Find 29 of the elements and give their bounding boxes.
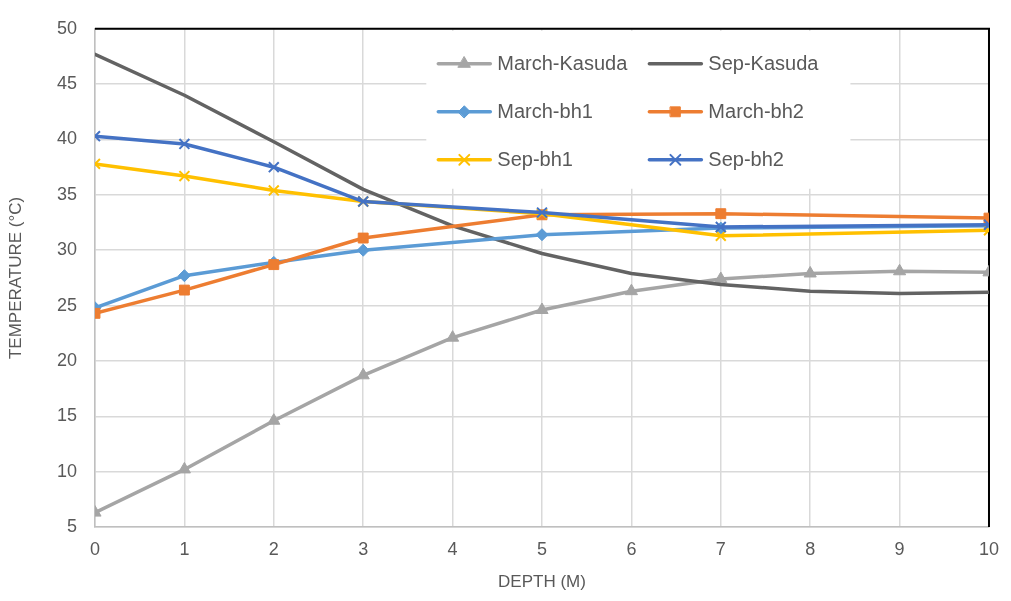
- y-tick-label: 35: [56, 183, 77, 204]
- legend-label: Sep-bh2: [708, 148, 784, 171]
- x-tick-label: 4: [447, 538, 458, 559]
- y-tick-label: 45: [56, 73, 77, 94]
- x-tick-label: 0: [89, 538, 101, 559]
- x-tick-label: 6: [626, 538, 637, 559]
- legend-label: March-bh1: [497, 100, 593, 123]
- x-axis-title: DEPTH (M): [498, 572, 586, 592]
- x-tick-label: 10: [978, 538, 999, 559]
- y-tick-label: 20: [56, 349, 77, 370]
- y-tick-label: 30: [56, 239, 77, 260]
- x-tick-label: 8: [805, 538, 816, 559]
- x-tick-label: 3: [358, 538, 369, 559]
- legend-label: Sep-bh1: [497, 148, 573, 171]
- legend-label: Sep-Kasuda: [708, 52, 820, 75]
- y-tick-label: 50: [56, 17, 77, 38]
- y-tick-label: 40: [56, 128, 77, 149]
- legend-label: March-bh2: [708, 100, 804, 123]
- x-tick-label: 1: [179, 538, 190, 559]
- y-tick-label: 15: [56, 405, 77, 426]
- y-axis-title: TEMPERATURE (°C): [5, 196, 25, 360]
- y-tick-label: 5: [66, 515, 77, 536]
- x-tick-label: 5: [536, 538, 547, 559]
- y-tick-label: 25: [56, 294, 77, 315]
- y-tick-label: 10: [56, 460, 77, 481]
- x-tick-label: 2: [268, 538, 279, 559]
- legend-label: March-Kasuda: [497, 52, 629, 75]
- x-tick-label: 9: [894, 538, 905, 559]
- x-tick-label: 7: [715, 538, 726, 559]
